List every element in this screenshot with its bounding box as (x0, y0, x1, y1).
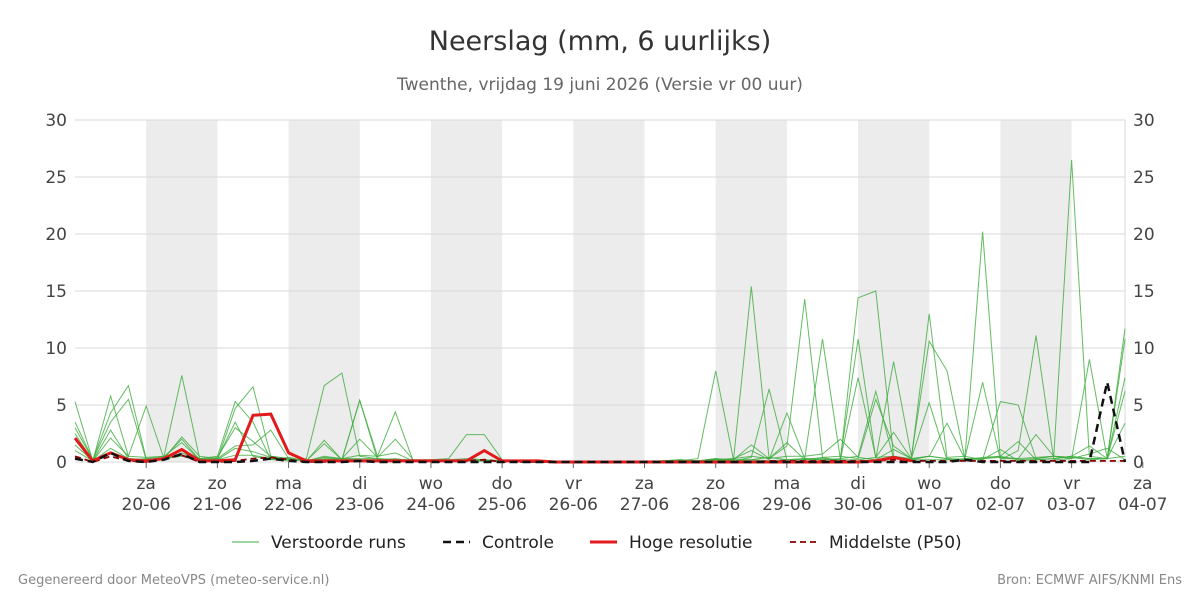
x-tick-day: do (990, 474, 1011, 494)
footer-generator: Gegenereerd door MeteoVPS (meteo-service… (18, 573, 330, 588)
x-axis: za20-06zo21-06ma22-06di23-06wo24-06do25-… (121, 462, 1167, 515)
x-tick-day: za (1133, 474, 1152, 494)
chart-subtitle: Twenthe, vrijdag 19 juni 2026 (Versie vr… (396, 75, 803, 95)
legend: Verstoorde runs Controle Hoge resolutie Mid… (232, 533, 962, 553)
y-tick-label: 0 (56, 453, 67, 473)
y-tick-label: 30 (1133, 111, 1155, 131)
y-tick-label: 25 (45, 168, 67, 188)
x-tick-date: 28-06 (691, 495, 740, 515)
x-tick-date: 25-06 (477, 495, 526, 515)
y-tick-label: 20 (1133, 225, 1155, 245)
y-tick-label: 5 (1133, 396, 1144, 416)
x-tick-date: 27-06 (620, 495, 669, 515)
x-tick-day: di (850, 474, 866, 494)
y-tick-label: 30 (45, 111, 67, 131)
x-tick-day: zo (706, 474, 725, 494)
x-tick-date: 26-06 (549, 495, 598, 515)
y-tick-label: 15 (45, 282, 67, 302)
legend-label: Controle (482, 533, 554, 553)
footer-source: Bron: ECMWF AIFS/KNMI Ens (997, 573, 1182, 588)
x-tick-date: 03-07 (1047, 495, 1096, 515)
y-tick-label: 15 (1133, 282, 1155, 302)
chart-title: Neerslag (mm, 6 uurlijks) (429, 26, 771, 57)
y-tick-label: 25 (1133, 168, 1155, 188)
x-tick-day: za (137, 474, 156, 494)
y-tick-label: 0 (1133, 453, 1144, 473)
x-tick-date: 01-07 (905, 495, 954, 515)
x-tick-day: za (635, 474, 654, 494)
y-tick-label: 20 (45, 225, 67, 245)
x-tick-date: 04-07 (1118, 495, 1167, 515)
y-axis-right: 0 5 10 15 20 25 30 (1133, 111, 1155, 473)
legend-label: Hoge resolutie (629, 533, 753, 553)
x-tick-date: 24-06 (406, 495, 455, 515)
x-tick-day: do (492, 474, 513, 494)
x-tick-date: 02-07 (976, 495, 1025, 515)
y-tick-label: 5 (56, 396, 67, 416)
legend-label: Verstoorde runs (271, 533, 406, 553)
x-tick-day: wo (917, 474, 941, 494)
y-tick-label: 10 (45, 339, 67, 359)
x-tick-date: 29-06 (762, 495, 811, 515)
y-tick-label: 10 (1133, 339, 1155, 359)
x-tick-date: 22-06 (264, 495, 313, 515)
x-tick-date: 21-06 (193, 495, 242, 515)
x-tick-date: 23-06 (335, 495, 384, 515)
x-tick-day: ma (275, 474, 302, 494)
x-tick-day: di (352, 474, 368, 494)
main-series-lines (73, 381, 1127, 464)
x-tick-day: vr (1063, 474, 1080, 494)
x-tick-date: 30-06 (833, 495, 882, 515)
x-tick-day: ma (773, 474, 800, 494)
legend-label: Middelste (P50) (829, 533, 962, 553)
x-tick-date: 20-06 (121, 495, 170, 515)
y-axis-left: 0 5 10 15 20 25 30 (45, 111, 67, 473)
control-line (74, 381, 1127, 464)
x-tick-day: vr (565, 474, 582, 494)
x-tick-day: zo (208, 474, 227, 494)
x-tick-day: wo (419, 474, 443, 494)
